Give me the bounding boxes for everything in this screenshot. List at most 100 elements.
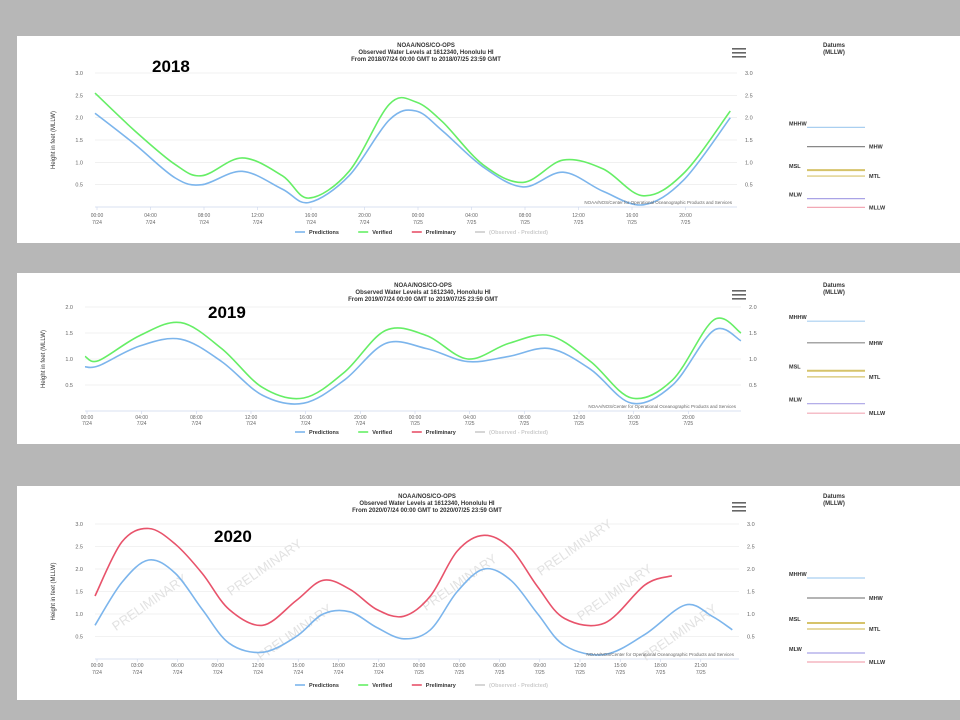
x-tick-date: 7/24 (246, 421, 256, 427)
menu-icon-bar (732, 502, 746, 504)
y-tick-label: 2.0 (75, 567, 83, 573)
y-tick-label-right: 2.5 (745, 93, 753, 99)
x-tick-date: 7/24 (301, 421, 311, 427)
legend-item: Predictions (309, 683, 339, 689)
y-tick-label-right: 2.0 (745, 116, 753, 122)
chart-title: NOAA/NOS/CO-OPS (397, 43, 455, 49)
datums-title: Datums (823, 494, 846, 500)
legend: Predictions Verified Preliminary (Observed … (295, 430, 548, 436)
x-tick-date: 7/24 (293, 670, 303, 676)
x-tick-date: 7/24 (360, 220, 370, 226)
legend-item: (Observed - Predicted) (489, 230, 548, 236)
year-label: 2019 (208, 303, 246, 322)
datum-label: MLLW (869, 411, 886, 417)
x-tick-label: 20:00 (358, 213, 371, 219)
y-tick-label: 3.0 (75, 71, 83, 77)
menu-icon-bar (732, 48, 746, 50)
y-tick-label-right: 3.0 (747, 522, 755, 528)
x-tick-label: 12:00 (573, 415, 586, 421)
menu-icon-bar (732, 510, 746, 512)
legend-item: Verified (372, 683, 392, 689)
chart-date-range: From 2019/07/24 00:00 GMT to 2019/07/25 … (348, 297, 498, 303)
datum-label: MSL (789, 365, 801, 371)
x-tick-date: 7/25 (454, 670, 464, 676)
y-tick-label: 1.0 (75, 612, 83, 618)
x-tick-label: 08:00 (519, 213, 532, 219)
x-tick-date: 7/25 (629, 421, 639, 427)
series-line-preliminary (94, 527, 673, 627)
x-tick-label: 16:00 (305, 213, 318, 219)
x-tick-date: 7/25 (414, 670, 424, 676)
y-tick-label-right: 1.5 (745, 138, 753, 144)
x-tick-date: 7/24 (253, 670, 263, 676)
x-tick-date: 7/24 (173, 670, 183, 676)
datums-subtitle: (MLLW) (823, 50, 845, 56)
series-line-predictions (94, 559, 733, 656)
x-tick-date: 7/25 (465, 421, 475, 427)
x-tick-date: 7/25 (467, 220, 477, 226)
chart-panel-2020: NOAA/NOS/CO-OPS Observed Water Levels at … (17, 486, 960, 700)
x-tick-label: 12:00 (251, 213, 264, 219)
chart-subtitle: Observed Water Levels at 1612340, Honolu… (359, 501, 494, 507)
chart-title: NOAA/NOS/CO-OPS (398, 494, 456, 500)
watermark-text: PRELIMINARY (419, 551, 500, 614)
datums-title: Datums (823, 283, 846, 289)
watermark-text: PRELIMINARY (109, 571, 190, 634)
x-tick-date: 7/25 (574, 421, 584, 427)
datums-subtitle: (MLLW) (823, 290, 845, 296)
chart-credit: NOAA/NOS/Center for Operational Oceanogr… (584, 200, 732, 205)
chart-credit: NOAA/NOS/Center for Operational Oceanogr… (586, 652, 734, 657)
menu-icon-bar (732, 506, 746, 508)
x-tick-date: 7/25 (520, 220, 530, 226)
y-tick-label-right: 2.0 (749, 305, 757, 311)
datum-label: MLLW (869, 660, 886, 666)
chart-title: NOAA/NOS/CO-OPS (394, 283, 452, 289)
x-tick-label: 00:00 (409, 415, 422, 421)
legend-item: (Observed - Predicted) (489, 430, 548, 436)
datum-label: MTL (869, 627, 881, 633)
x-tick-date: 7/25 (575, 670, 585, 676)
x-tick-label: 15:00 (292, 663, 305, 669)
x-tick-date: 7/24 (92, 670, 102, 676)
x-tick-date: 7/24 (374, 670, 384, 676)
y-tick-label: 2.5 (75, 93, 83, 99)
menu-icon (732, 290, 746, 300)
x-tick-date: 7/24 (355, 421, 365, 427)
datum-label: MSL (789, 164, 801, 170)
chart-credit: NOAA/NOS/Center for Operational Oceanogr… (588, 404, 736, 409)
x-tick-date: 7/25 (574, 220, 584, 226)
x-tick-label: 21:00 (372, 663, 385, 669)
y-tick-label: 1.0 (65, 357, 73, 363)
x-tick-label: 08:00 (518, 415, 531, 421)
chart-date-range: From 2018/07/24 00:00 GMT to 2018/07/25 … (351, 57, 501, 63)
x-tick-label: 21:00 (694, 663, 707, 669)
datum-label: MHHW (789, 121, 808, 127)
x-tick-date: 7/25 (495, 670, 505, 676)
x-tick-label: 20:00 (354, 415, 367, 421)
x-tick-label: 16:00 (626, 213, 639, 219)
datums-subtitle: (MLLW) (823, 501, 845, 507)
datum-label: MLW (789, 647, 803, 653)
y-tick-label: 3.0 (75, 522, 83, 528)
x-tick-label: 03:00 (453, 663, 466, 669)
x-tick-date: 7/24 (306, 220, 316, 226)
x-tick-label: 12:00 (572, 213, 585, 219)
menu-icon-bar (732, 298, 746, 300)
x-tick-date: 7/25 (683, 421, 693, 427)
x-tick-date: 7/25 (535, 670, 545, 676)
x-tick-date: 7/25 (413, 220, 423, 226)
chart-panel-2018: NOAA/NOS/CO-OPS Observed Water Levels at … (17, 36, 960, 243)
y-tick-label: 0.5 (75, 635, 83, 641)
x-tick-date: 7/24 (137, 421, 147, 427)
legend-item: Predictions (309, 430, 339, 436)
datum-label: MTL (869, 174, 881, 180)
legend-item: Predictions (309, 230, 339, 236)
y-tick-label-right: 1.5 (747, 590, 755, 596)
x-tick-label: 15:00 (614, 663, 627, 669)
y-tick-label-right: 2.0 (747, 567, 755, 573)
x-tick-label: 00:00 (91, 663, 104, 669)
x-tick-date: 7/25 (615, 670, 625, 676)
x-tick-label: 00:00 (413, 663, 426, 669)
x-tick-label: 20:00 (679, 213, 692, 219)
chart-subtitle: Observed Water Levels at 1612340, Honolu… (358, 50, 493, 56)
